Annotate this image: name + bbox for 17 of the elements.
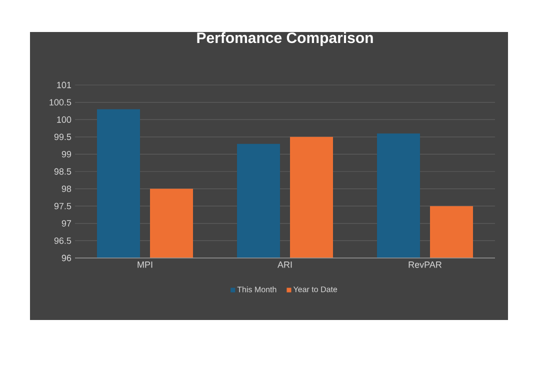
y-tick-label: 98.5 — [54, 168, 72, 175]
y-tick-label: 99.5 — [54, 134, 72, 140]
chart-title: Perfomance Comparison — [197, 32, 373, 46]
y-tick-label: 100.5 — [50, 99, 72, 106]
y-tick-label: 98 — [62, 186, 72, 192]
y-tick-label: 101 — [57, 82, 72, 88]
y-tick-label: 96.5 — [54, 238, 72, 244]
legend-label: This Month — [237, 286, 276, 292]
legend-label: Year to Date — [293, 286, 338, 292]
y-tick-label: 99 — [62, 151, 72, 158]
y-tick-label: 96 — [62, 254, 72, 262]
x-tick-label: ARI — [278, 262, 292, 268]
y-tick-label: 97 — [62, 220, 72, 227]
y-tick-label: 100 — [57, 116, 72, 123]
x-tick-label: MPI — [138, 262, 152, 268]
y-tick-label: 97.5 — [54, 202, 72, 210]
x-tick-label: RevPAR — [408, 262, 442, 268]
